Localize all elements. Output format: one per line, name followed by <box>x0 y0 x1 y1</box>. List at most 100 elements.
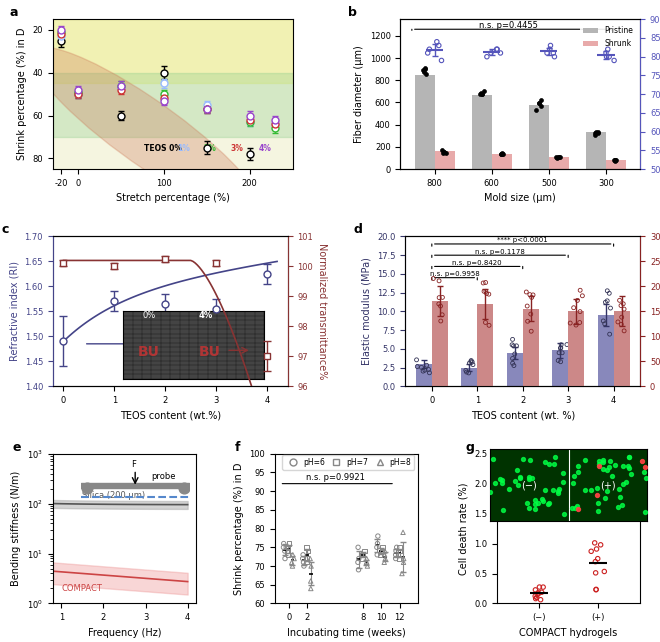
Point <box>533 589 544 599</box>
Bar <box>435 152 455 169</box>
Point <box>568 302 579 313</box>
Point <box>282 550 293 560</box>
Point <box>610 155 620 165</box>
Point <box>534 582 544 592</box>
Point <box>436 55 447 65</box>
Point <box>362 553 372 564</box>
Point <box>354 553 364 564</box>
Point <box>359 546 370 556</box>
Point <box>480 286 491 297</box>
Point <box>599 318 610 329</box>
Point <box>531 593 541 603</box>
Point <box>434 293 444 303</box>
Y-axis label: Elastic modulus (MPa): Elastic modulus (MPa) <box>362 257 372 365</box>
Text: n.s. p=0.8420: n.s. p=0.8420 <box>453 260 502 266</box>
Point <box>593 128 603 139</box>
Point <box>555 343 566 353</box>
Point <box>424 44 435 55</box>
Point <box>379 550 390 560</box>
Point <box>412 361 422 372</box>
Point <box>437 144 447 155</box>
Point <box>372 550 383 560</box>
Point <box>525 309 536 319</box>
Point <box>306 561 316 571</box>
Point <box>619 304 630 314</box>
Bar <box>606 160 626 169</box>
Point <box>357 553 368 564</box>
Bar <box>416 364 432 386</box>
Point <box>508 341 519 351</box>
Point <box>357 550 368 560</box>
Point <box>373 531 383 541</box>
Point <box>478 278 488 288</box>
Point <box>602 286 612 296</box>
Point <box>512 341 522 351</box>
Point <box>521 287 531 297</box>
Point <box>478 286 489 297</box>
Point <box>439 147 449 157</box>
Point <box>281 542 292 552</box>
Text: 2%: 2% <box>204 144 216 153</box>
Point <box>279 546 290 556</box>
Point <box>361 557 372 568</box>
Bar <box>492 153 512 169</box>
Bar <box>472 95 492 169</box>
Point <box>439 146 449 157</box>
Point <box>475 89 486 99</box>
Point <box>496 148 506 159</box>
Point <box>492 44 502 55</box>
Point <box>356 550 366 560</box>
Point <box>398 527 409 537</box>
Point <box>575 285 585 295</box>
Text: n.s. p=0.9958: n.s. p=0.9958 <box>430 271 479 277</box>
Point <box>555 356 566 367</box>
Point <box>476 88 486 98</box>
X-axis label: COMPACT hydrogels: COMPACT hydrogels <box>519 628 618 638</box>
Point <box>391 542 402 552</box>
Point <box>590 128 601 138</box>
Point <box>601 48 611 58</box>
Point <box>575 306 585 317</box>
Point <box>589 538 600 548</box>
Point <box>380 553 391 564</box>
Y-axis label: Shrink percentage (%) in D: Shrink percentage (%) in D <box>17 28 27 160</box>
Point <box>533 98 544 108</box>
Point <box>418 366 428 376</box>
Point <box>421 69 432 79</box>
Point <box>599 566 610 577</box>
Text: a: a <box>10 6 18 19</box>
Point <box>497 149 508 159</box>
Point <box>609 55 619 65</box>
Point <box>595 540 606 550</box>
Point <box>482 51 492 62</box>
Text: n.s. p=0.1178: n.s. p=0.1178 <box>475 248 525 255</box>
Point <box>437 309 447 320</box>
Point <box>432 37 442 47</box>
Point <box>362 561 373 571</box>
Point <box>591 544 602 554</box>
Point <box>466 356 477 367</box>
Point <box>536 95 546 105</box>
Point <box>280 553 290 564</box>
Point <box>591 585 601 595</box>
Point <box>531 105 542 115</box>
Point <box>497 149 508 159</box>
Point <box>390 550 401 560</box>
Point <box>510 349 520 359</box>
Bar <box>598 315 614 386</box>
Point <box>542 48 552 58</box>
Text: n.s. p=0.4455: n.s. p=0.4455 <box>479 21 539 30</box>
Point <box>435 301 446 311</box>
Point <box>522 301 533 311</box>
Bar <box>523 309 539 386</box>
Bar <box>432 301 447 386</box>
Point <box>436 316 446 326</box>
Text: Silica (200 μm): Silica (200 μm) <box>82 491 145 500</box>
Point <box>545 40 556 51</box>
Point <box>508 358 518 369</box>
Point <box>464 358 475 368</box>
Point <box>278 542 288 552</box>
Point <box>372 542 382 552</box>
Point <box>593 553 603 564</box>
Point <box>391 553 401 564</box>
